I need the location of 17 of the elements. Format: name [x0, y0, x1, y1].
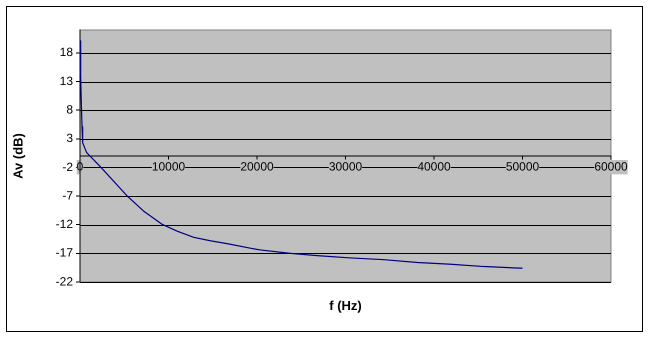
y-tick-label: -7: [62, 188, 74, 202]
y-axis-title: Av (dB): [10, 133, 26, 179]
x-tick-label: 40000: [417, 160, 452, 174]
y-tick-label: -12: [56, 217, 74, 232]
y-tick-label: -17: [56, 246, 74, 260]
x-tick-label: 50000: [506, 160, 540, 174]
x-tick-label: 10000: [152, 160, 186, 174]
y-tick-label: -22: [56, 274, 74, 288]
y-tick-label: 8: [66, 102, 74, 116]
y-tick-label: 18: [60, 45, 74, 60]
y-tick-label: -2: [62, 160, 74, 174]
y-tick-label: 3: [66, 131, 74, 146]
x-tick-label: 60000: [594, 160, 628, 174]
x-tick-label: 20000: [240, 160, 274, 174]
x-tick-label: 30000: [328, 160, 363, 174]
y-tick-label: 13: [60, 74, 74, 88]
x-axis-title: f (Hz): [328, 298, 363, 313]
